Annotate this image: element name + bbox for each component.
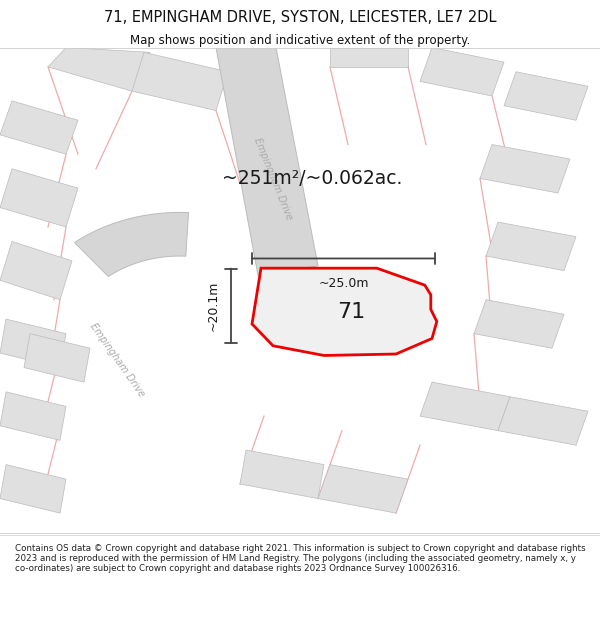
Polygon shape <box>474 300 564 348</box>
Polygon shape <box>24 334 90 382</box>
Polygon shape <box>486 222 576 271</box>
Text: Empingham Drive: Empingham Drive <box>88 321 146 399</box>
Text: Contains OS data © Crown copyright and database right 2021. This information is : Contains OS data © Crown copyright and d… <box>15 544 586 573</box>
Polygon shape <box>480 144 570 193</box>
Polygon shape <box>420 48 504 96</box>
Polygon shape <box>0 464 66 513</box>
Polygon shape <box>420 382 510 431</box>
Polygon shape <box>216 48 318 276</box>
Polygon shape <box>0 101 78 154</box>
Polygon shape <box>240 450 324 499</box>
Polygon shape <box>504 72 588 120</box>
Polygon shape <box>0 392 66 441</box>
Polygon shape <box>0 169 78 227</box>
Polygon shape <box>132 52 228 111</box>
Text: Map shows position and indicative extent of the property.: Map shows position and indicative extent… <box>130 34 470 48</box>
Text: ~25.0m: ~25.0m <box>318 277 369 290</box>
Polygon shape <box>0 241 72 300</box>
Text: 71: 71 <box>337 302 365 322</box>
Polygon shape <box>318 464 408 513</box>
Text: Empingham Drive: Empingham Drive <box>252 136 294 221</box>
Polygon shape <box>330 48 408 67</box>
Polygon shape <box>252 268 437 356</box>
Polygon shape <box>498 397 588 445</box>
Text: 71, EMPINGHAM DRIVE, SYSTON, LEICESTER, LE7 2DL: 71, EMPINGHAM DRIVE, SYSTON, LEICESTER, … <box>104 9 496 24</box>
Text: ~20.1m: ~20.1m <box>206 281 220 331</box>
Text: ~251m²/~0.062ac.: ~251m²/~0.062ac. <box>222 169 402 188</box>
Polygon shape <box>0 319 66 368</box>
Polygon shape <box>48 48 150 91</box>
Polygon shape <box>74 213 188 276</box>
